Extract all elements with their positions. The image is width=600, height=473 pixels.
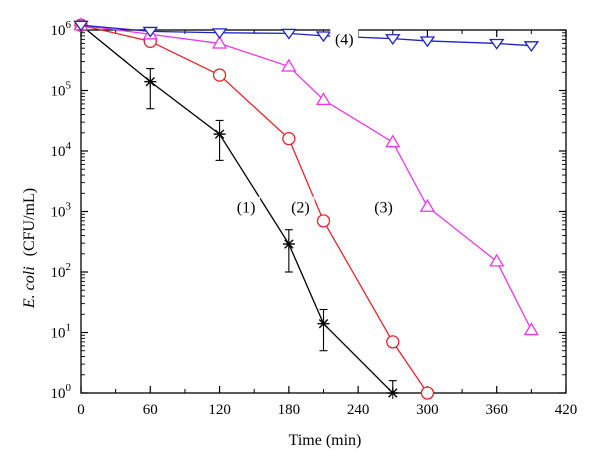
data-point: [144, 75, 157, 88]
x-axis-label: Time (min): [289, 432, 362, 449]
y-axis-label-normal: (CFU/mL): [21, 188, 38, 256]
x-tick-label: 180: [278, 402, 301, 418]
x-tick-label: 360: [485, 402, 508, 418]
series-line: [80, 24, 394, 394]
data-point: [489, 253, 505, 267]
data-point: [386, 387, 399, 399]
data-point: [281, 28, 297, 40]
data-point: [317, 317, 330, 330]
data-point: [211, 28, 228, 40]
y-tick-label: 101: [51, 322, 72, 342]
y-axis-label-italic: E. coli: [21, 266, 38, 309]
y-axis-label: E. coli (CFU/mL): [21, 188, 38, 309]
data-point: [385, 34, 401, 45]
series-annotation: (1): [237, 200, 256, 217]
y-tick-label: 104: [51, 140, 72, 160]
data-point: [419, 198, 436, 212]
x-tick-label: 300: [416, 402, 439, 418]
x-tick-label: 120: [208, 402, 231, 418]
y-tick-label: 102: [51, 261, 72, 281]
data-point: [316, 214, 331, 228]
data-point: [212, 68, 227, 82]
annotation-bg: [286, 196, 315, 217]
data-point: [213, 128, 226, 141]
series-layer: [73, 17, 540, 400]
data-point: [281, 58, 297, 72]
y-tick-label: 103: [51, 201, 72, 221]
data-point: [211, 35, 228, 49]
x-tick-label: 0: [77, 402, 85, 418]
series-4: [73, 20, 540, 53]
data-point: [142, 26, 159, 38]
data-point: [282, 238, 295, 251]
annotation-bg: [369, 196, 398, 217]
y-tick-label: 100: [51, 382, 72, 402]
data-point: [419, 36, 436, 48]
data-point: [73, 20, 89, 32]
data-point: [523, 41, 540, 53]
data-point: [488, 38, 505, 50]
data-point: [386, 335, 400, 349]
y-tick-label: 105: [51, 80, 72, 100]
data-point: [420, 386, 435, 400]
data-point: [385, 134, 401, 148]
annotation-bg: [232, 196, 261, 217]
x-tick-label: 60: [143, 402, 158, 418]
data-point: [315, 92, 332, 106]
x-tick-label: 420: [555, 402, 578, 418]
tick-labels: 0 60 120 180 240 300 360 420 100 101 102 103 104 105 1…: [51, 19, 578, 418]
data-point: [315, 31, 332, 43]
series-3: [73, 17, 539, 336]
annotation-bg: [330, 28, 359, 49]
series-annotation: (4): [335, 32, 354, 49]
series-annotation: (2): [291, 200, 310, 217]
x-tick-label: 240: [347, 402, 370, 418]
series-annotation: (3): [374, 200, 393, 217]
data-point: [523, 322, 539, 336]
data-point: [282, 132, 296, 146]
y-tick-label: 106: [51, 19, 72, 39]
annotation-layer: (1) (2) (3) (4): [232, 28, 398, 217]
